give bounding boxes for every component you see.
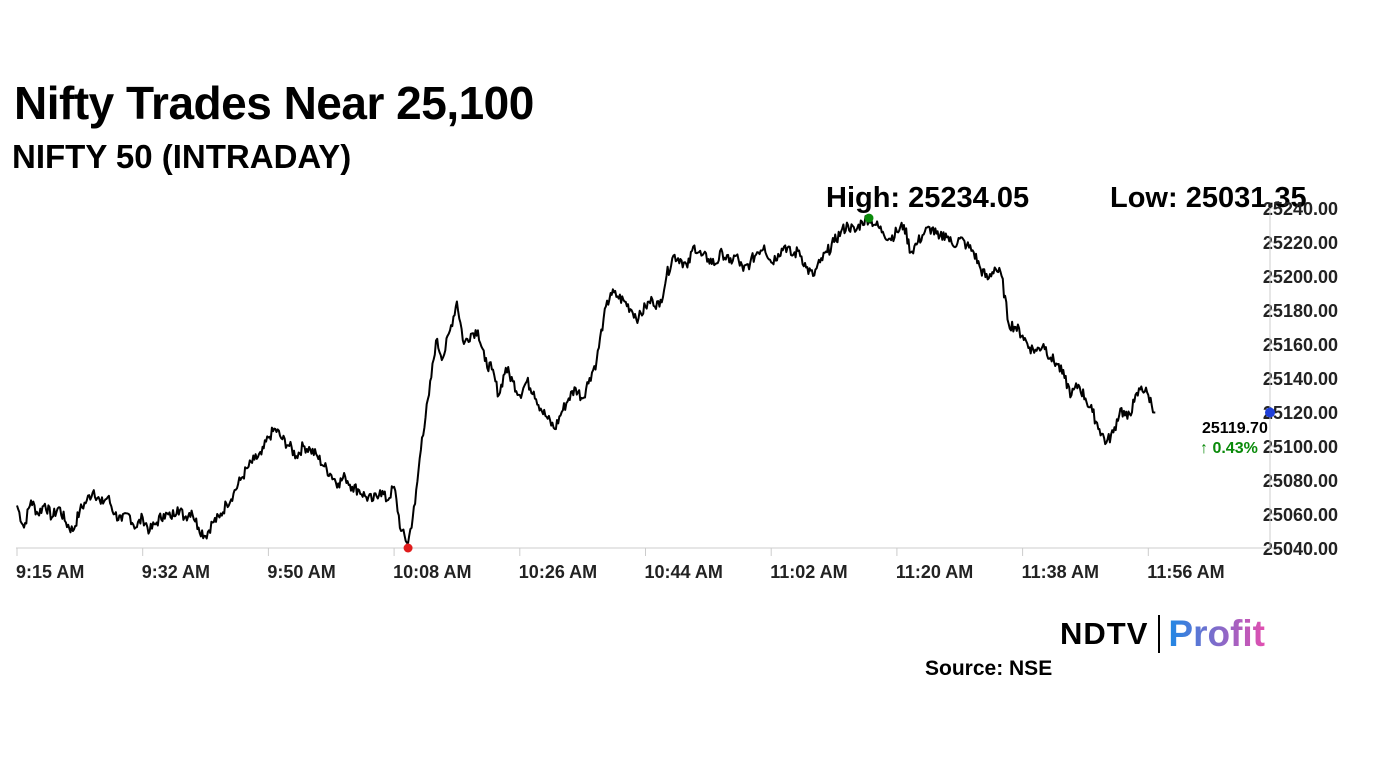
high-marker (864, 213, 874, 223)
x-axis: 9:15 AM 9:32 AM 9:50 AM 10:08 AM 10:26 AM 10:… (16, 208, 1271, 582)
x-tick-label: 9:32 AM (142, 562, 210, 582)
low-marker (403, 543, 413, 553)
x-tick-label: 11:02 AM (770, 562, 847, 582)
x-tick-label: 11:20 AM (896, 562, 973, 582)
change-percent-label: ↑ 0.43% (1200, 440, 1258, 457)
y-tick-label: 25060.00 (1263, 505, 1338, 525)
chart-title: Nifty Trades Near 25,100 (14, 77, 534, 129)
last-price-marker (1265, 407, 1275, 418)
x-tick-label: 9:15 AM (16, 562, 84, 582)
low-label: Low: 25031.35 (1110, 182, 1307, 214)
y-tick-label: 25100.00 (1263, 437, 1338, 457)
y-tick-label: 25080.00 (1263, 471, 1338, 491)
logo-divider (1158, 615, 1161, 653)
y-tick-label: 25240.00 (1263, 199, 1338, 219)
y-tick-label: 25180.00 (1263, 301, 1338, 321)
y-tick-label: 25120.00 (1263, 403, 1338, 423)
chart-subtitle: NIFTY 50 (INTRADAY) (12, 138, 352, 175)
y-tick-label: 25160.00 (1263, 335, 1338, 355)
x-tick-label: 11:38 AM (1022, 562, 1099, 582)
logo-ndtv: NDTV (1060, 616, 1149, 651)
x-tick-label: 11:56 AM (1147, 562, 1224, 582)
source-note: Source: NSE (925, 657, 1053, 680)
x-tick-label: 10:08 AM (393, 562, 471, 582)
y-tick-label: 25040.00 (1263, 539, 1338, 559)
ndtv-profit-logo: NDTV Profit (1060, 612, 1265, 656)
y-tick-label: 25140.00 (1263, 369, 1338, 389)
y-tick-label: 25200.00 (1263, 267, 1338, 287)
x-tick-label: 10:44 AM (645, 562, 723, 582)
high-label: High: 25234.05 (826, 182, 1029, 214)
x-tick-label: 10:26 AM (519, 562, 597, 582)
logo-profit: Profit (1168, 613, 1265, 654)
y-tick-label: 25220.00 (1263, 233, 1338, 253)
last-price-label: 25119.70 (1202, 420, 1268, 437)
y-axis: 25040.00 25060.00 25080.00 25100.00 25120.00… (1263, 199, 1338, 559)
x-tick-label: 9:50 AM (267, 562, 335, 582)
nifty-price-line (16, 215, 1156, 544)
